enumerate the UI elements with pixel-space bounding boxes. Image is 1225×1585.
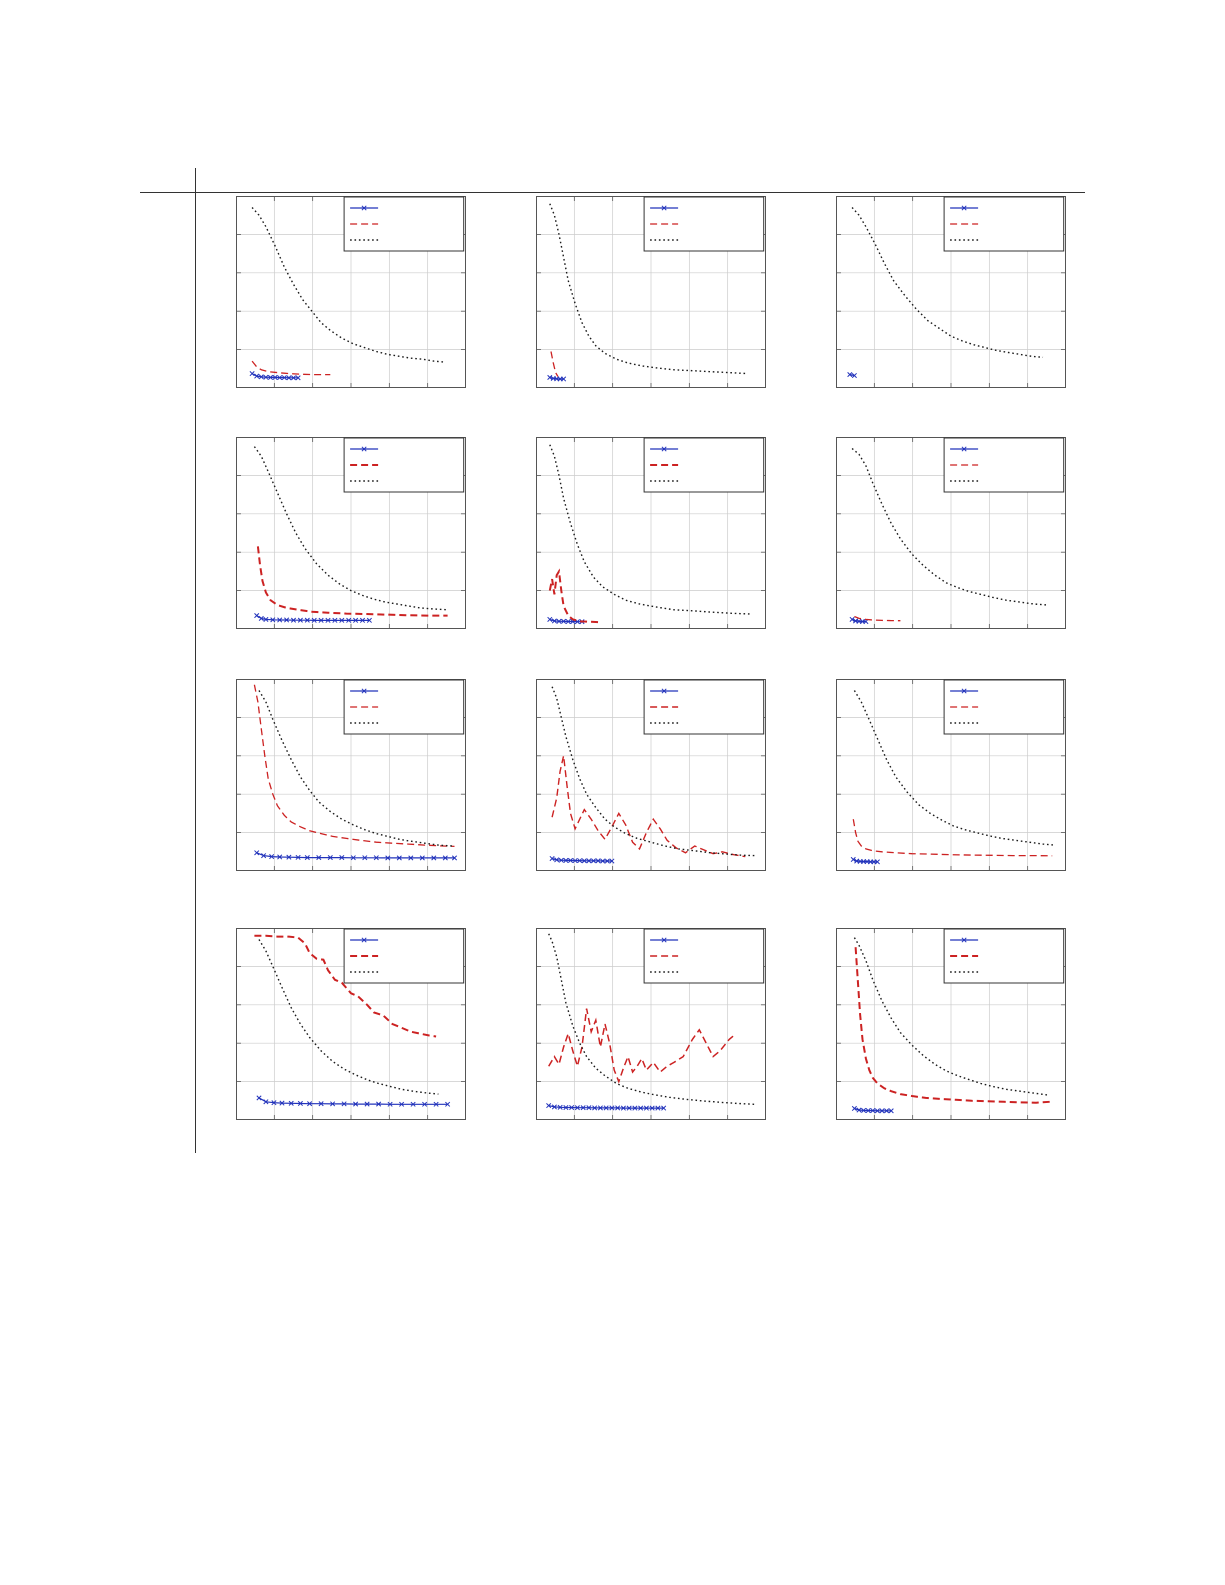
series-blue-solid-x-markers [851,1105,894,1114]
series-red-dashed [854,615,901,622]
legend [343,928,465,984]
legend [943,679,1065,735]
legend [943,928,1065,984]
grid-lines [237,197,465,387]
legend-marker-x [961,446,967,452]
subplot-r2c1 [236,437,466,629]
series-red-dashed [256,546,448,617]
series-black-dotted [251,207,446,363]
series-red-dashed [253,684,455,848]
series-black-dotted [851,207,1044,358]
series-black-dotted [549,444,750,615]
subplot-r1c1 [236,196,466,388]
series-blue-solid-x-markers [847,372,857,379]
legend-marker-x [661,205,667,211]
series-blue-solid-x [256,615,370,621]
subplot-r4c2 [536,928,766,1120]
series-black-dotted [853,690,1055,846]
legend-marker-x [961,688,967,694]
legend [643,928,765,984]
legend [343,437,465,493]
legend [643,196,765,252]
series-blue-solid-x-markers [256,1095,451,1107]
series-blue-solid-x-markers [546,1103,667,1111]
legend-marker-x [361,205,367,211]
series-red-dashed [548,1008,737,1084]
legend-marker-x [661,688,667,694]
subplot-r1c2 [536,196,766,388]
series-red-dashed [551,755,746,858]
subplot-r4c3 [836,928,1066,1120]
series-red-dashed [251,360,331,376]
legend [343,679,465,735]
legend-marker-x [961,205,967,211]
series-blue-solid-x [549,618,582,623]
series-blue-solid-x-markers [249,371,301,381]
series-blue-solid-x-markers [547,374,567,382]
subplot-r2c3 [836,437,1066,629]
axis-ticks [837,680,1065,870]
legend-marker-x [361,937,367,943]
legend [943,196,1065,252]
grid-lines [537,197,765,387]
series-blue-solid-x-markers [549,855,615,864]
legend [943,437,1065,493]
legend-marker-x [961,937,967,943]
legend [643,437,765,493]
legend [643,679,765,735]
margin-rule [195,168,196,1153]
series-blue-solid-x-markers [547,616,585,625]
header-rule [140,192,1085,193]
series-red-dashed [852,819,1053,857]
series-black-dotted [253,446,448,611]
subplot-r3c2 [536,679,766,871]
subplot-r1c3 [836,196,1066,388]
subplot-r3c3 [836,679,1066,871]
series-red-dashed [254,934,437,1038]
series-red-dashed [550,351,559,377]
series-blue-solid-x-markers [850,856,880,865]
series-blue-solid-x-markers [254,850,458,861]
legend-marker-x [661,446,667,452]
series-red-dashed [854,947,1050,1104]
series-red-dashed [548,568,599,624]
legend-marker-x [661,937,667,943]
legend-marker-x [361,688,367,694]
subplot-r3c1 [236,679,466,871]
legend-box [343,679,465,735]
legend-marker-x [361,446,367,452]
subplot-r4c1 [236,928,466,1120]
series-blue-solid-x [256,852,455,859]
series-blue-solid-x [551,857,612,862]
series-black-dotted [551,686,755,857]
legend [343,196,465,252]
series-blue-solid-x-markers [254,613,372,623]
series-black-dotted [851,447,1048,606]
subplot-r2c2 [536,437,766,629]
series-black-dotted [258,939,439,1095]
series-black-dotted [853,937,1048,1096]
